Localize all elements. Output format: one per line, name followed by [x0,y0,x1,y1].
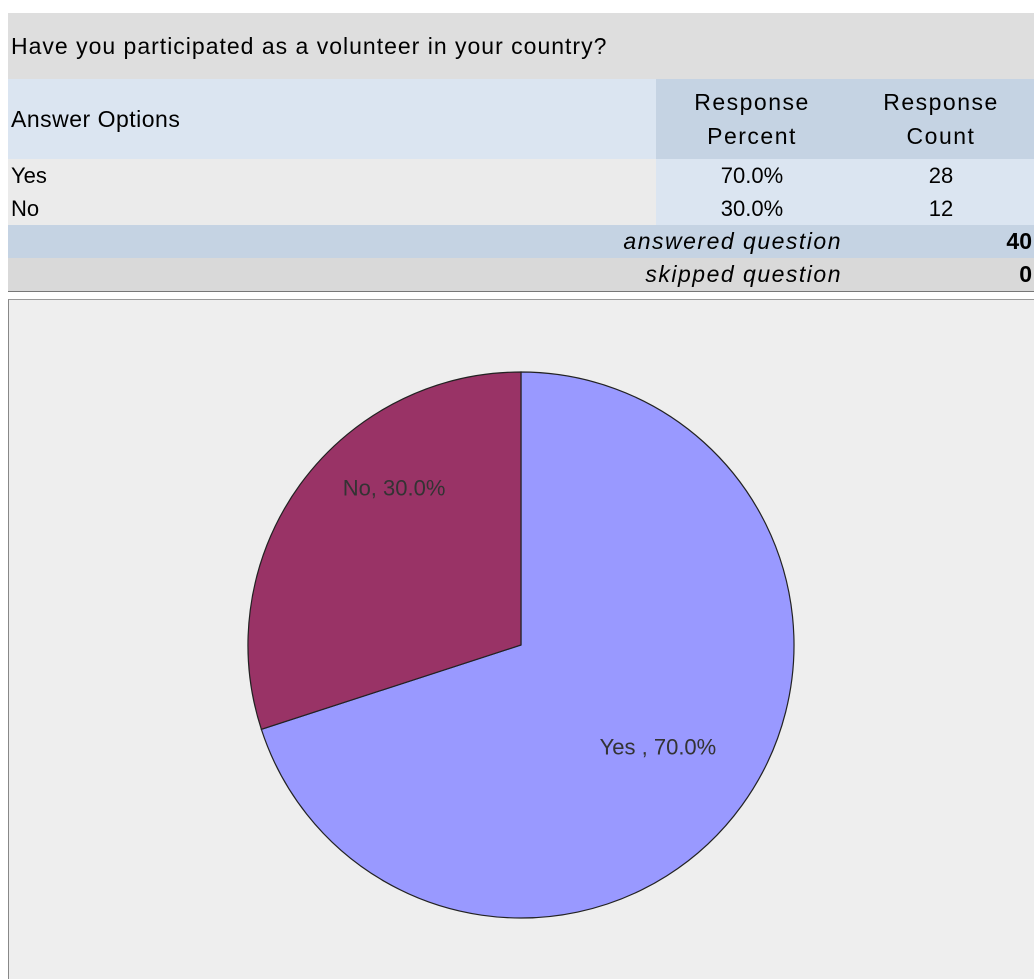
response-percent-header: Response Percent [656,79,848,159]
answered-question-label: answered question [623,228,842,254]
row-option: No [8,192,656,225]
pie-slice-no [247,371,522,731]
pie-chart-area: Yes , 70.0% No, 30.0% [8,299,1034,979]
survey-table: Have you participated as a volunteer in … [8,13,1034,292]
table-row: No 30.0% 12 [8,192,1034,225]
response-percent-header-line1: Response [694,89,810,115]
answer-options-header-label: Answer Options [11,105,181,132]
header-row: Answer Options Response Percent Response… [8,79,1034,159]
answered-question-value: 40 [1006,228,1032,254]
response-count-header: Response Count [848,79,1034,159]
response-percent-header-line2: Percent [707,123,797,149]
question-text: Have you participated as a volunteer in … [11,32,608,59]
question-title: Have you participated as a volunteer in … [8,13,1034,79]
row-percent: 30.0% [656,192,848,225]
table-row: Yes 70.0% 28 [8,159,1034,192]
row-count: 28 [848,159,1034,192]
response-count-header-line1: Response [883,89,999,115]
answer-options-header: Answer Options [8,79,656,159]
row-option: Yes [8,159,656,192]
skipped-question-row: skipped question 0 [8,258,1034,292]
pie-label-no: No, 30.0% [343,476,446,501]
row-percent: 70.0% [656,159,848,192]
pie-label-yes: Yes , 70.0% [600,734,717,759]
skipped-question-value: 0 [1019,261,1032,287]
pie-chart: Yes , 70.0% No, 30.0% [247,371,795,919]
skipped-question-label: skipped question [645,261,842,287]
row-count: 12 [848,192,1034,225]
answered-question-row: answered question 40 [8,225,1034,258]
response-count-header-line2: Count [906,123,976,149]
pie-slice-yes [260,371,795,919]
